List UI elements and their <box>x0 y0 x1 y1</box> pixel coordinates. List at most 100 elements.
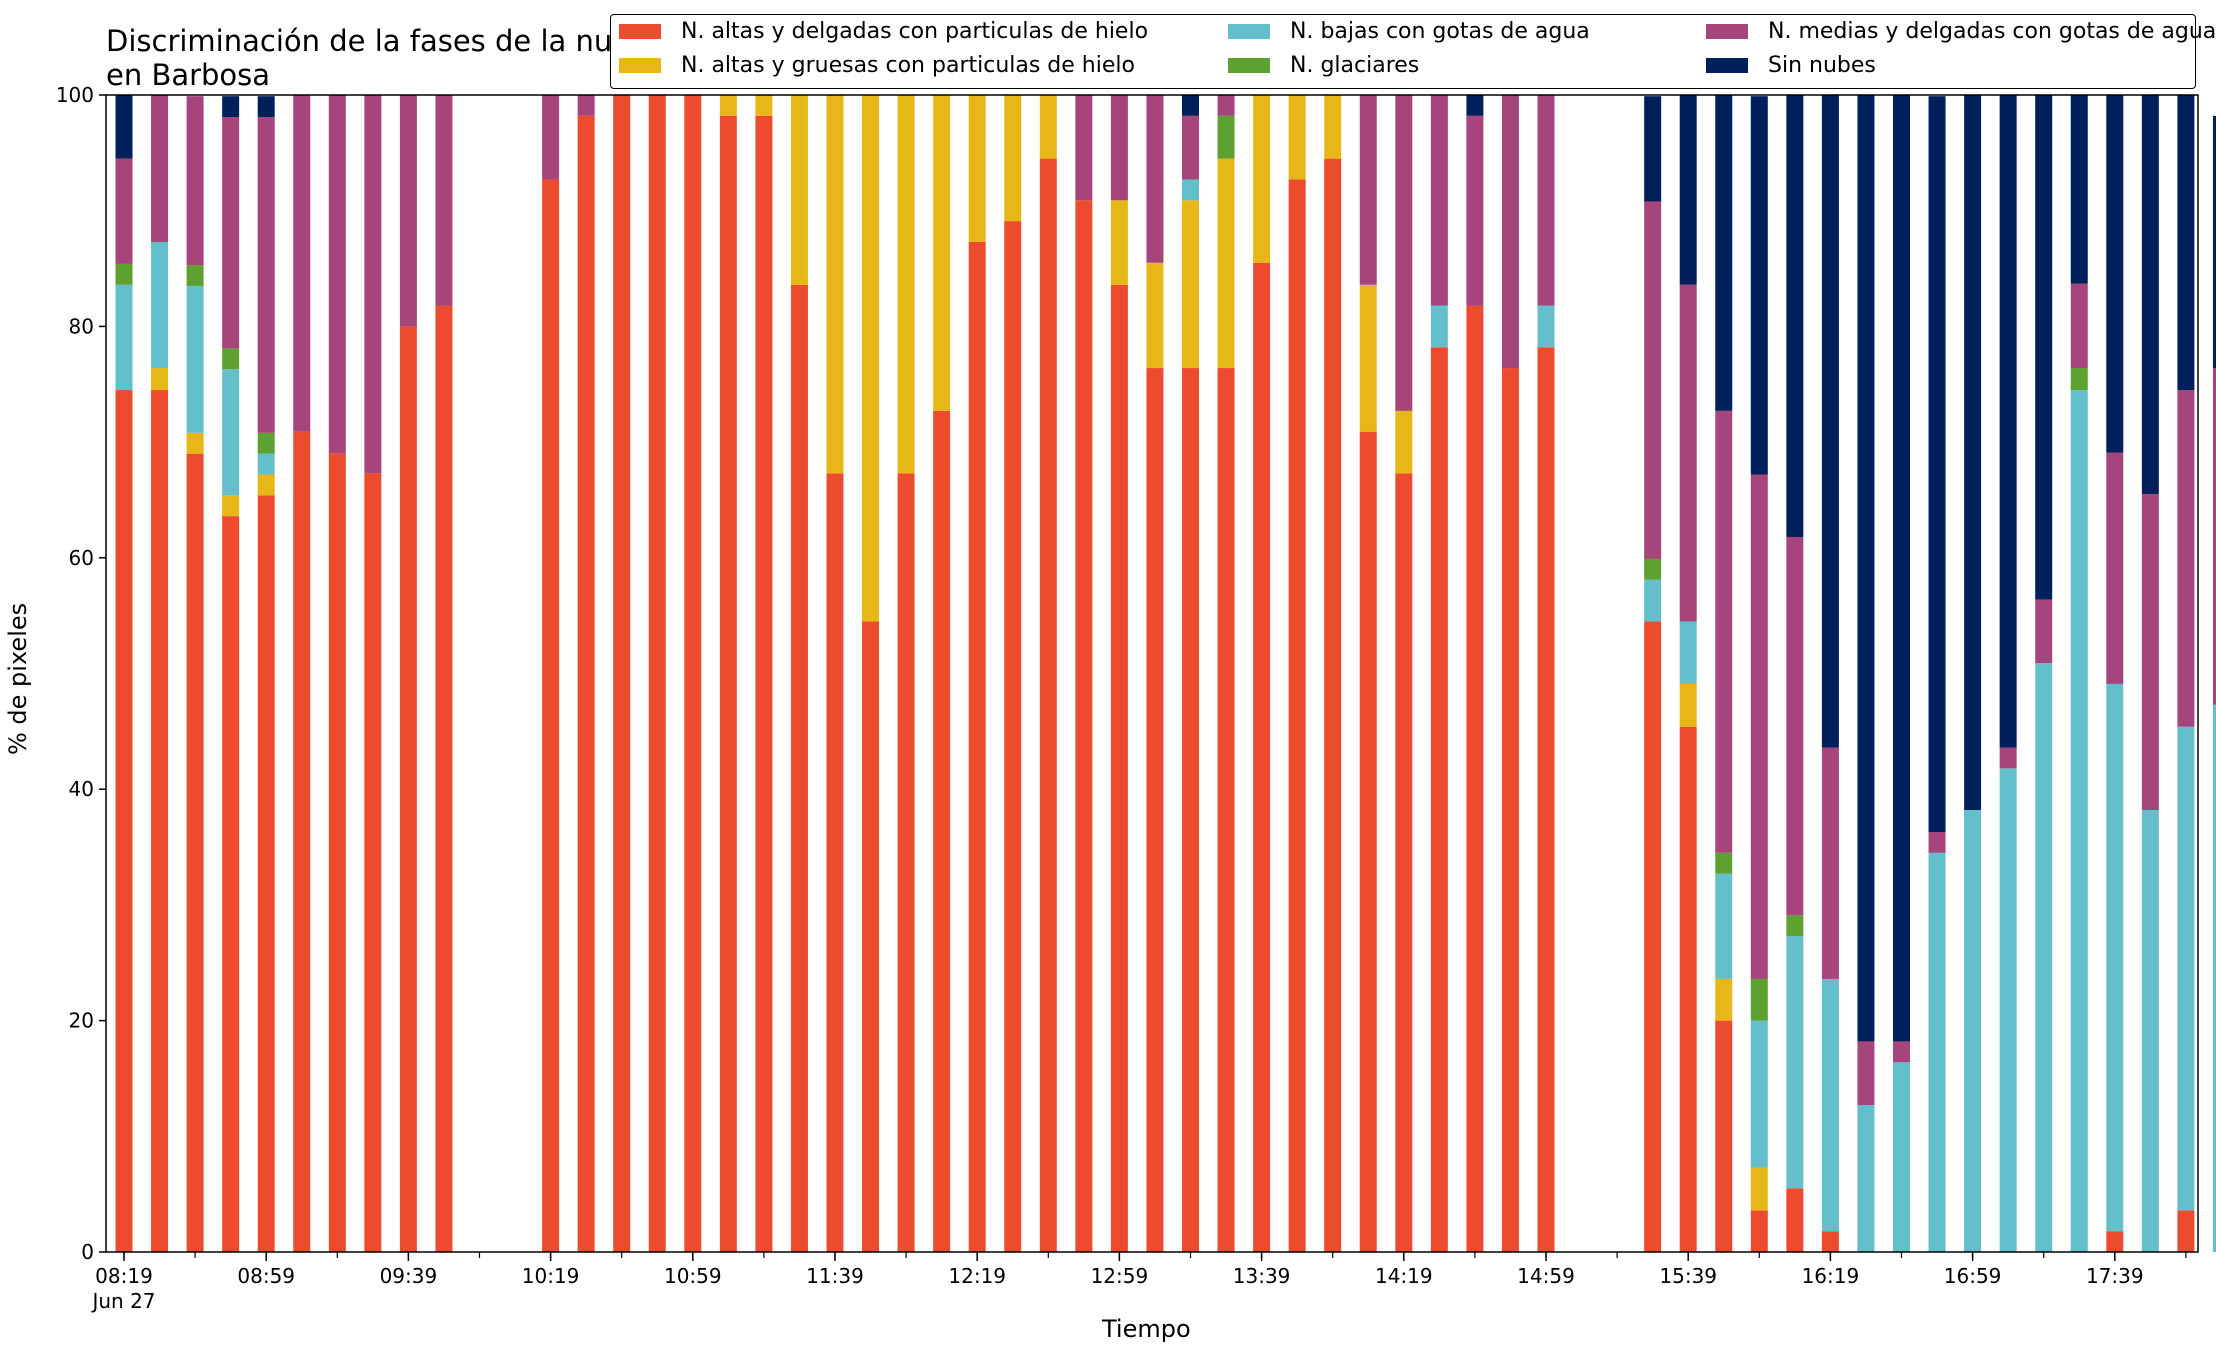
bar-segment <box>1715 1020 1733 1252</box>
bar-segment <box>1217 158 1235 369</box>
legend-label: N. medias y delgadas con gotas de agua <box>1768 19 2216 44</box>
x-tick-label: 15:39 <box>1659 1264 1717 1288</box>
bar-segment <box>542 95 560 180</box>
bar-segment <box>1039 95 1057 159</box>
bar-segment <box>1644 579 1662 622</box>
bar-segment <box>1786 536 1804 916</box>
bar-segment <box>1715 95 1733 411</box>
bar-segment <box>1217 95 1235 116</box>
bar-segment <box>2141 95 2159 495</box>
bar-segment <box>2070 283 2088 369</box>
bar-segment <box>1466 115 1484 306</box>
bar-segment <box>1288 95 1306 180</box>
bar-segment <box>328 95 346 454</box>
chart-legend: N. altas y delgadas con particulas de hi… <box>610 14 2216 89</box>
bar-segment <box>1750 978 1768 1021</box>
bar-segment <box>1821 95 1839 748</box>
bar-segment <box>1217 368 1235 1252</box>
bar-segment <box>1288 179 1306 1253</box>
bar-segment <box>186 453 204 1252</box>
x-tick-label: 09:39 <box>380 1264 438 1288</box>
y-axis-label: % de pixeles <box>4 602 32 755</box>
legend-item-medias-delgadas: N. medias y delgadas con gotas de agua <box>1706 19 2216 44</box>
legend-swatch <box>1228 58 1270 73</box>
bar-segment <box>222 96 240 117</box>
x-tick-label: 12:59 <box>1091 1264 1149 1288</box>
bar-segment <box>1715 978 1733 1021</box>
bar-segment <box>2035 599 2053 664</box>
legend-item-glaciares: N. glaciares <box>1228 53 1419 78</box>
bar-segment <box>1644 621 1662 1252</box>
bar-segment <box>186 96 204 266</box>
bar-segment <box>257 474 275 496</box>
bar-segment <box>1750 96 1768 475</box>
bar-segment <box>933 95 951 411</box>
bar-segment <box>790 284 808 1252</box>
bar-segment <box>222 116 240 349</box>
bar-segment <box>1821 1231 1839 1252</box>
x-tick-label: 10:19 <box>522 1264 580 1288</box>
bar-segment <box>1004 221 1022 1253</box>
bar-segment <box>1750 1210 1768 1252</box>
chart-title: Discriminación de la fases de la nube en… <box>106 24 649 92</box>
bar-segment <box>1075 200 1093 1252</box>
bar-segment <box>613 95 631 1252</box>
bar-segment <box>826 95 844 474</box>
bar-segment <box>1964 95 1982 811</box>
bar-segment <box>542 179 560 1253</box>
bar-segment <box>1430 95 1448 306</box>
bar-segment <box>222 348 240 370</box>
bar-segment <box>151 95 169 242</box>
bar-segment <box>1999 768 2017 1252</box>
bar-segment <box>115 158 133 264</box>
bar-segment <box>1182 179 1199 201</box>
bar-segment <box>1075 95 1093 201</box>
bar-segment <box>435 305 453 1252</box>
bar-segment <box>186 285 204 433</box>
bar-segment <box>1750 1167 1768 1211</box>
bar-segment <box>1679 95 1697 285</box>
bar-segment <box>328 453 346 1252</box>
bar-segment <box>2070 390 2088 1252</box>
bar-segment <box>648 95 666 1252</box>
y-tick-label: 0 <box>81 1240 94 1264</box>
bar-segment <box>1679 284 1697 622</box>
bar-segment <box>186 432 204 454</box>
bar-segment <box>1857 1105 1875 1252</box>
bar-segment <box>1928 852 1946 1252</box>
legend-swatch <box>619 24 661 39</box>
bar-segment <box>1217 115 1235 159</box>
bar-segment <box>968 95 986 242</box>
bar-segment <box>2070 368 2088 391</box>
bar-segment <box>1395 410 1413 474</box>
bar-segment <box>1359 95 1377 285</box>
bar-segment <box>1715 873 1733 979</box>
bar-segment <box>1786 936 1804 1189</box>
bar-segment <box>399 95 417 327</box>
bar-segment <box>151 390 169 1252</box>
bar-segment <box>1715 410 1733 853</box>
bar-segment <box>862 95 880 622</box>
bar-segment <box>1146 368 1164 1252</box>
bar-segment <box>1110 200 1128 285</box>
x-tick-sublabel: Jun 27 <box>90 1289 155 1313</box>
legend-label: Sin nubes <box>1768 53 1876 78</box>
legend-swatch <box>619 58 661 73</box>
bar-segment <box>115 284 133 391</box>
legend-swatch <box>1228 24 1270 39</box>
bar-segment <box>1430 305 1448 348</box>
bar-segment <box>1750 1020 1768 1168</box>
bar-segment <box>577 95 595 116</box>
bar-segment <box>755 115 773 1253</box>
bar-segment <box>755 95 773 116</box>
bar-segment <box>1644 96 1662 202</box>
bar-segment <box>1679 683 1697 727</box>
y-tick-label: 40 <box>69 777 94 801</box>
bar-segment <box>1324 95 1342 159</box>
bar-segment <box>1857 1041 1875 1106</box>
bar-segment <box>364 473 382 1253</box>
bar-segment <box>2106 1231 2124 1252</box>
bar-segment <box>1644 201 1662 559</box>
bar-segment <box>1324 158 1342 1252</box>
